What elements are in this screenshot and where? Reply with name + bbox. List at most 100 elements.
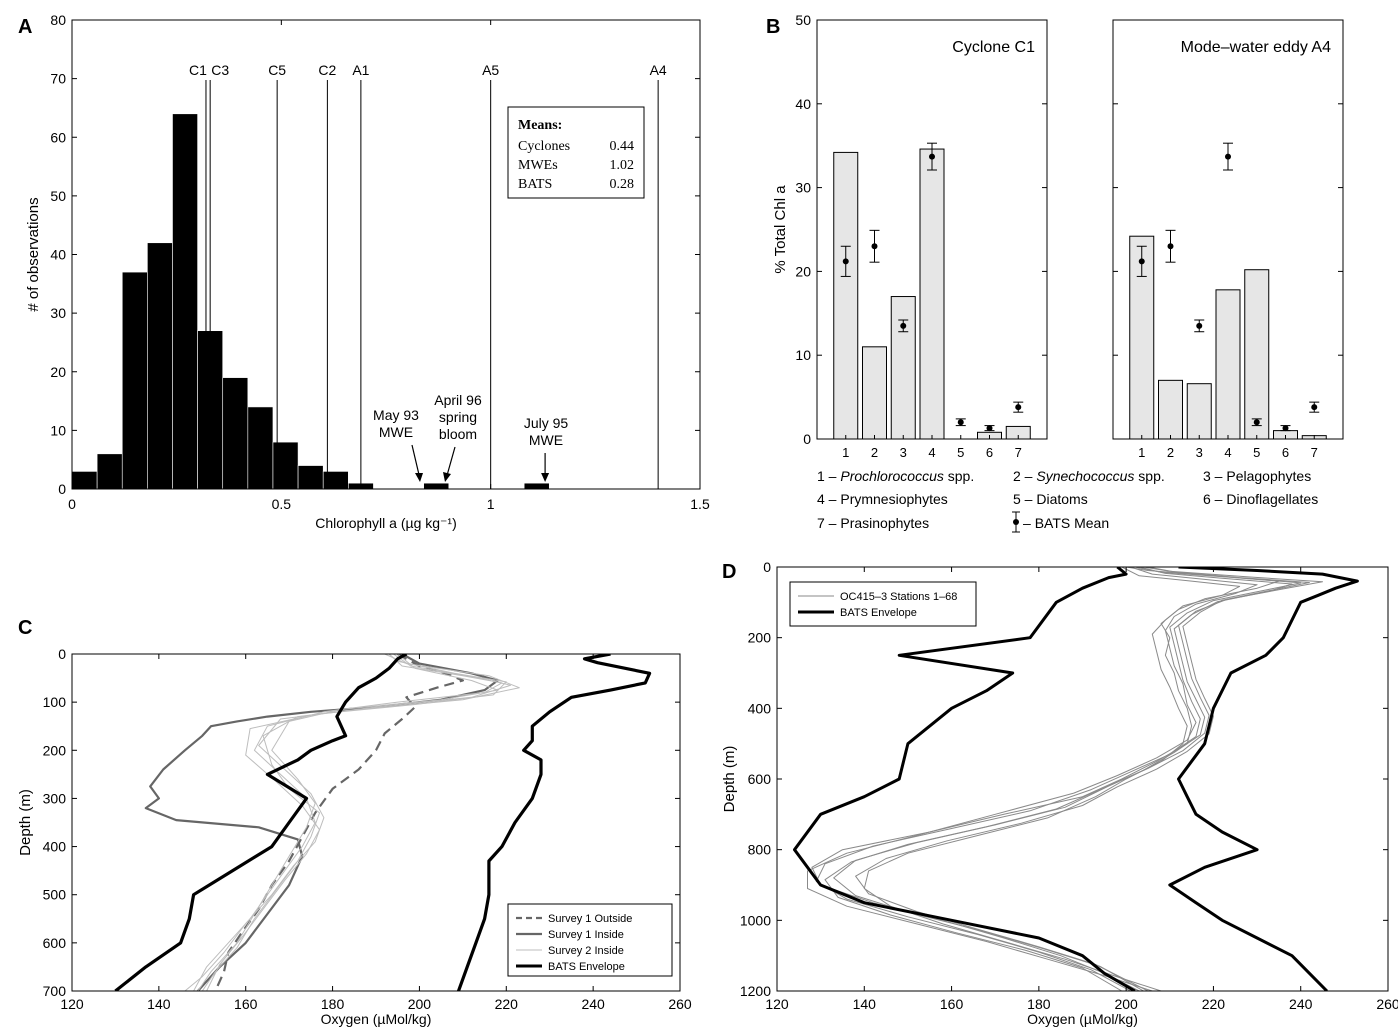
mean-point [1196, 322, 1203, 329]
y-axis-label: # of observations [25, 197, 42, 311]
x-tick-label: 4 [928, 445, 935, 460]
y-tick-label: 700 [43, 983, 67, 999]
legend-italic: Synechococcus [1036, 468, 1134, 484]
mean-point [1225, 153, 1231, 160]
legend-text: Pelagophytes [1226, 468, 1311, 484]
x-tick-label: 0 [68, 496, 76, 512]
legend-label: OC415–3 Stations 1–68 [840, 591, 957, 603]
panel-label-d: D [722, 561, 736, 583]
x-tick-label: 0.5 [272, 496, 292, 512]
y-tick-label: 70 [50, 71, 66, 87]
bar [862, 346, 887, 440]
y-tick-label: 0 [763, 559, 771, 575]
y-tick-label: 40 [50, 247, 66, 263]
histogram-bar [147, 242, 173, 490]
x-tick-label: 120 [765, 996, 789, 1012]
y-axis-label: Depth (m) [721, 746, 738, 813]
legend-label: Survey 2 Inside [548, 945, 624, 957]
legend-entry: 4 – Prymnesiophytes [817, 491, 948, 507]
panel-label-a: A [18, 16, 32, 38]
x-tick-label: 6 [986, 445, 993, 460]
legend-italic: Prochlorococcus [840, 468, 944, 484]
means-box-value: 0.28 [610, 177, 635, 192]
x-tick-label: 240 [581, 996, 605, 1012]
subplot-title: Cyclone C1 [952, 39, 1035, 56]
subplot-title: Mode–water eddy A4 [1181, 39, 1331, 56]
plot-area [114, 654, 652, 991]
reference-line-label: A5 [482, 62, 499, 78]
legend-entry: – BATS Mean [1023, 515, 1109, 531]
bar [1186, 383, 1212, 440]
y-tick-label: 1200 [740, 983, 771, 999]
histogram-bar [121, 271, 148, 490]
y-tick-label: 30 [50, 305, 66, 321]
legend-entry: 1 – Prochlorococcus spp. [817, 468, 974, 484]
legend-text: Prymnesiophytes [840, 491, 947, 507]
means-box [507, 106, 645, 199]
legend-text: Prasinophytes [840, 515, 929, 531]
y-tick-label: 50 [50, 188, 66, 204]
x-tick-label: 2 [871, 445, 878, 460]
y-tick-label: 60 [50, 129, 66, 145]
series-line [855, 567, 1310, 991]
series-line [206, 654, 507, 991]
legend-number: – [1023, 515, 1035, 531]
histogram-bar [523, 482, 550, 490]
legend-number: 2 – [1013, 468, 1036, 484]
panel-label-b: B [766, 16, 780, 38]
mean-point [842, 258, 849, 265]
means-box-name: BATS [518, 177, 552, 192]
histogram-bar [423, 482, 450, 490]
x-tick-label: 160 [234, 996, 258, 1012]
legend-number: 1 – [817, 468, 840, 484]
mean-point [986, 425, 993, 432]
annotation-text: July 95 [524, 415, 569, 431]
panel-label-c: C [18, 617, 32, 639]
y-tick-label: 0 [58, 646, 66, 662]
means-box-name: MWEs [518, 158, 558, 173]
x-tick-label: 2 [1167, 445, 1174, 460]
legend-number: 4 – [817, 491, 840, 507]
histogram-bar [172, 113, 198, 490]
legend-text: spp. [1134, 468, 1164, 484]
annotation-text: spring [439, 409, 477, 425]
y-tick-label: 100 [43, 694, 67, 710]
mean-point [871, 243, 878, 250]
bar [1215, 289, 1241, 440]
legend-label: Survey 1 Inside [548, 929, 624, 941]
legend-label: BATS Envelope [548, 961, 625, 973]
x-axis-label: Oxygen (µMol/kg) [1027, 1011, 1138, 1027]
x-tick-label: 6 [1282, 445, 1289, 460]
legend-box [789, 581, 977, 627]
x-tick-label: 1 [842, 445, 849, 460]
x-axis-label: Oxygen (µMol/kg) [321, 1011, 432, 1027]
y-tick-label: 10 [50, 422, 66, 438]
legend-entry: 6 – Dinoflagellates [1203, 491, 1318, 507]
y-tick-label: 20 [50, 364, 66, 380]
mean-point [900, 322, 907, 329]
y-tick-label: 50 [795, 12, 811, 28]
y-tick-label: 600 [748, 771, 772, 787]
series-line [456, 654, 652, 991]
series-line [114, 654, 408, 991]
x-tick-label: 160 [940, 996, 964, 1012]
x-tick-label: 7 [1015, 445, 1022, 460]
histogram-bar [71, 471, 98, 490]
means-box-value: 0.44 [610, 139, 635, 154]
x-tick-label: 200 [408, 996, 432, 1012]
x-tick-label: 5 [957, 445, 964, 460]
series-line [824, 567, 1293, 991]
y-tick-label: 300 [43, 790, 67, 806]
bar [1158, 379, 1183, 440]
legend-symbol [1013, 519, 1019, 525]
legend-text: Dinoflagellates [1226, 491, 1318, 507]
annotation-arrowhead [443, 472, 451, 482]
x-tick-label: 220 [1202, 996, 1226, 1012]
reference-line-label: C3 [211, 62, 229, 78]
legend-number: 7 – [817, 515, 840, 531]
mean-point [929, 153, 935, 160]
y-tick-label: 40 [795, 96, 811, 112]
series-line [184, 654, 520, 991]
y-tick-label: 20 [795, 263, 811, 279]
